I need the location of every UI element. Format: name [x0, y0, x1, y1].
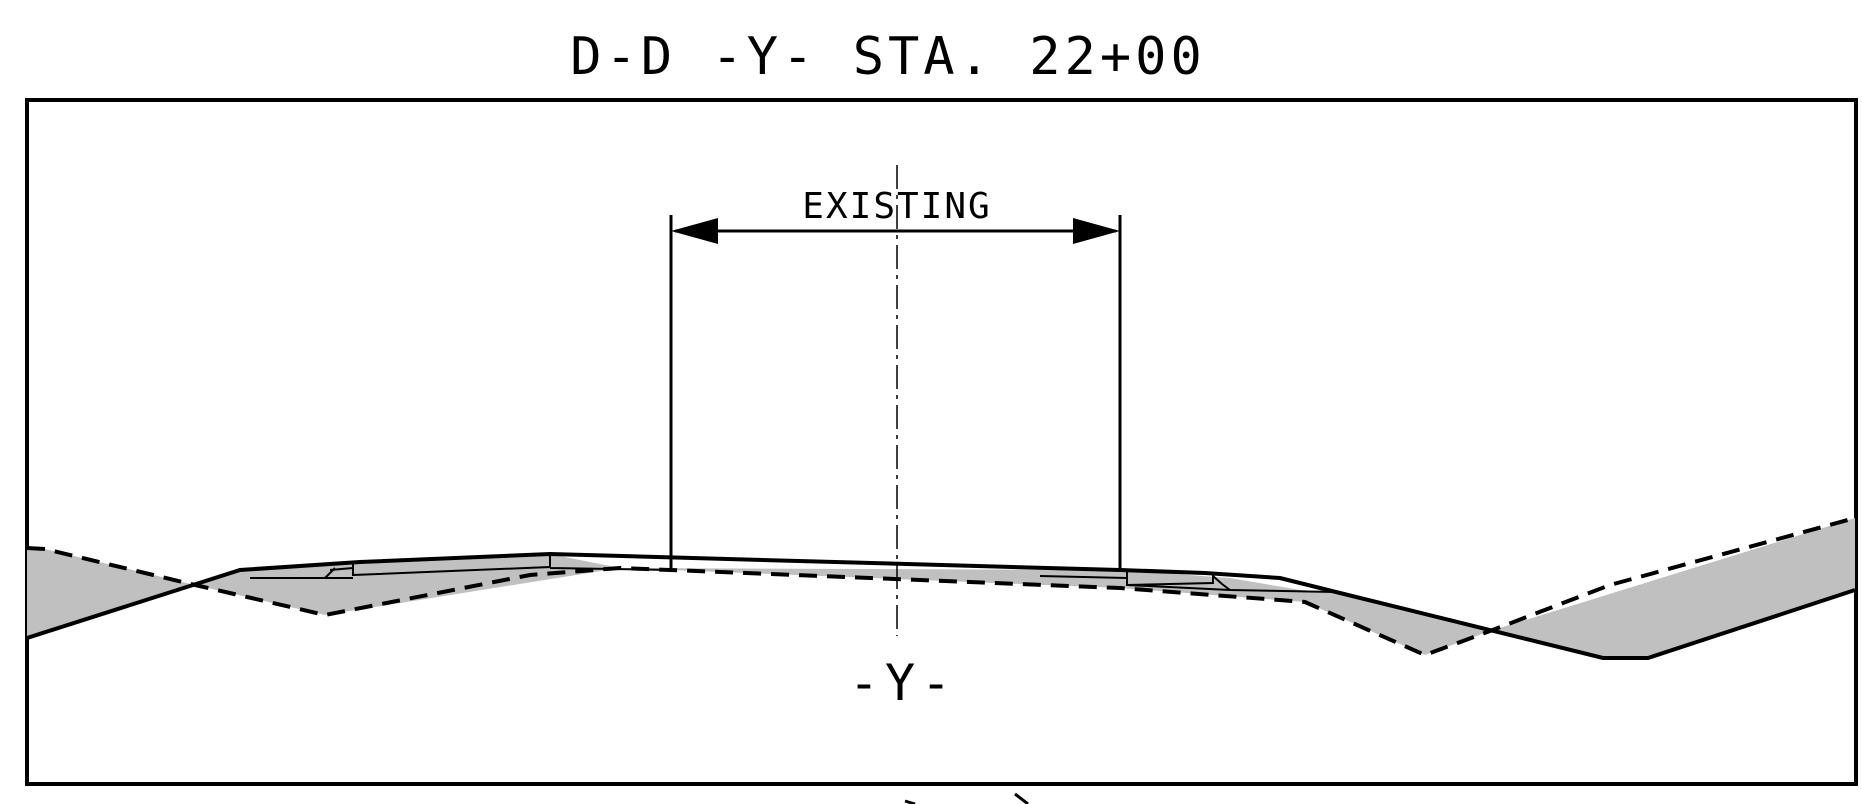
left-pavement-layers — [250, 554, 673, 579]
right-pavement-layers — [1039, 572, 1336, 593]
dimension-arrow-right — [1073, 218, 1120, 244]
section-title: D-D -Y- STA. 22+00 — [570, 27, 1206, 87]
fill-area-right-edge — [1490, 518, 1855, 658]
existing-ground-line — [26, 516, 1856, 658]
partial-bottom-marks — [904, 792, 1029, 804]
fill-area-left-ditch — [195, 554, 620, 615]
centerline-label: -Y- — [849, 654, 957, 712]
fill-area-left-edge — [27, 548, 195, 638]
dimension-arrow-left — [671, 218, 718, 244]
proposed-section-line — [26, 551, 1856, 660]
fill-area-center — [620, 568, 1340, 602]
dimension-label: EXISTING — [802, 186, 991, 227]
drawing-frame — [25, 98, 1858, 786]
fill-area-right-ditch — [1305, 593, 1490, 655]
